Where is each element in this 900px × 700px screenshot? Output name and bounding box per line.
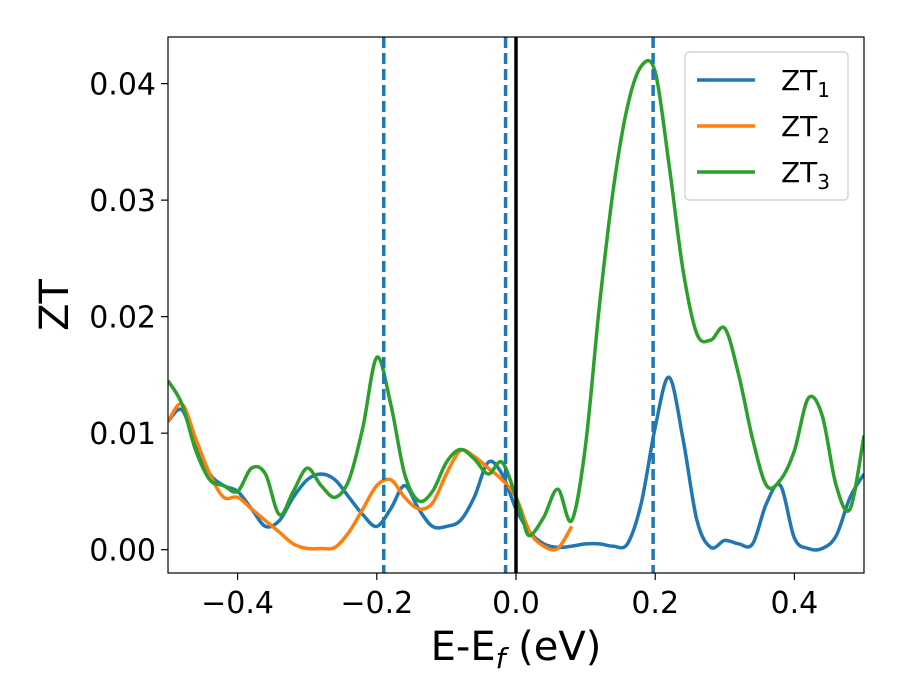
y-tick-label: 0.00 (89, 534, 156, 569)
y-tick-label: 0.02 (89, 301, 156, 336)
legend-label-zt3: ZT3 (781, 156, 830, 194)
x-axis-label: E-Ef (eV) (431, 624, 602, 675)
legend: ZT1 ZT2 ZT3 (684, 51, 849, 201)
series-line-zt2 (168, 402, 574, 552)
legend-label-zt2: ZT2 (781, 110, 830, 148)
legend-box (684, 51, 849, 201)
x-tick-label: −0.4 (201, 586, 274, 621)
x-axis-label-unit: (eV) (505, 624, 601, 670)
series-line-zt3 (168, 58, 864, 538)
x-axis-label-main: E-E (431, 624, 496, 670)
y-tick-label: 0.03 (89, 184, 156, 219)
x-tick-label: 0.4 (771, 586, 819, 621)
x-tick-label: 0.2 (631, 586, 679, 621)
y-tick-label: 0.04 (89, 68, 156, 103)
x-tick-label: −0.2 (340, 586, 413, 621)
plot-area (167, 36, 865, 574)
y-tick-label: 0.01 (89, 417, 156, 452)
y-axis-label: ZT (32, 279, 78, 331)
x-tick-label: 0.0 (492, 586, 540, 621)
legend-label-zt1: ZT1 (781, 64, 830, 102)
ticks: −0.4 −0.2 0.0 0.2 0.4 0.00 0.01 0.02 0.03 0.04 (89, 68, 818, 621)
